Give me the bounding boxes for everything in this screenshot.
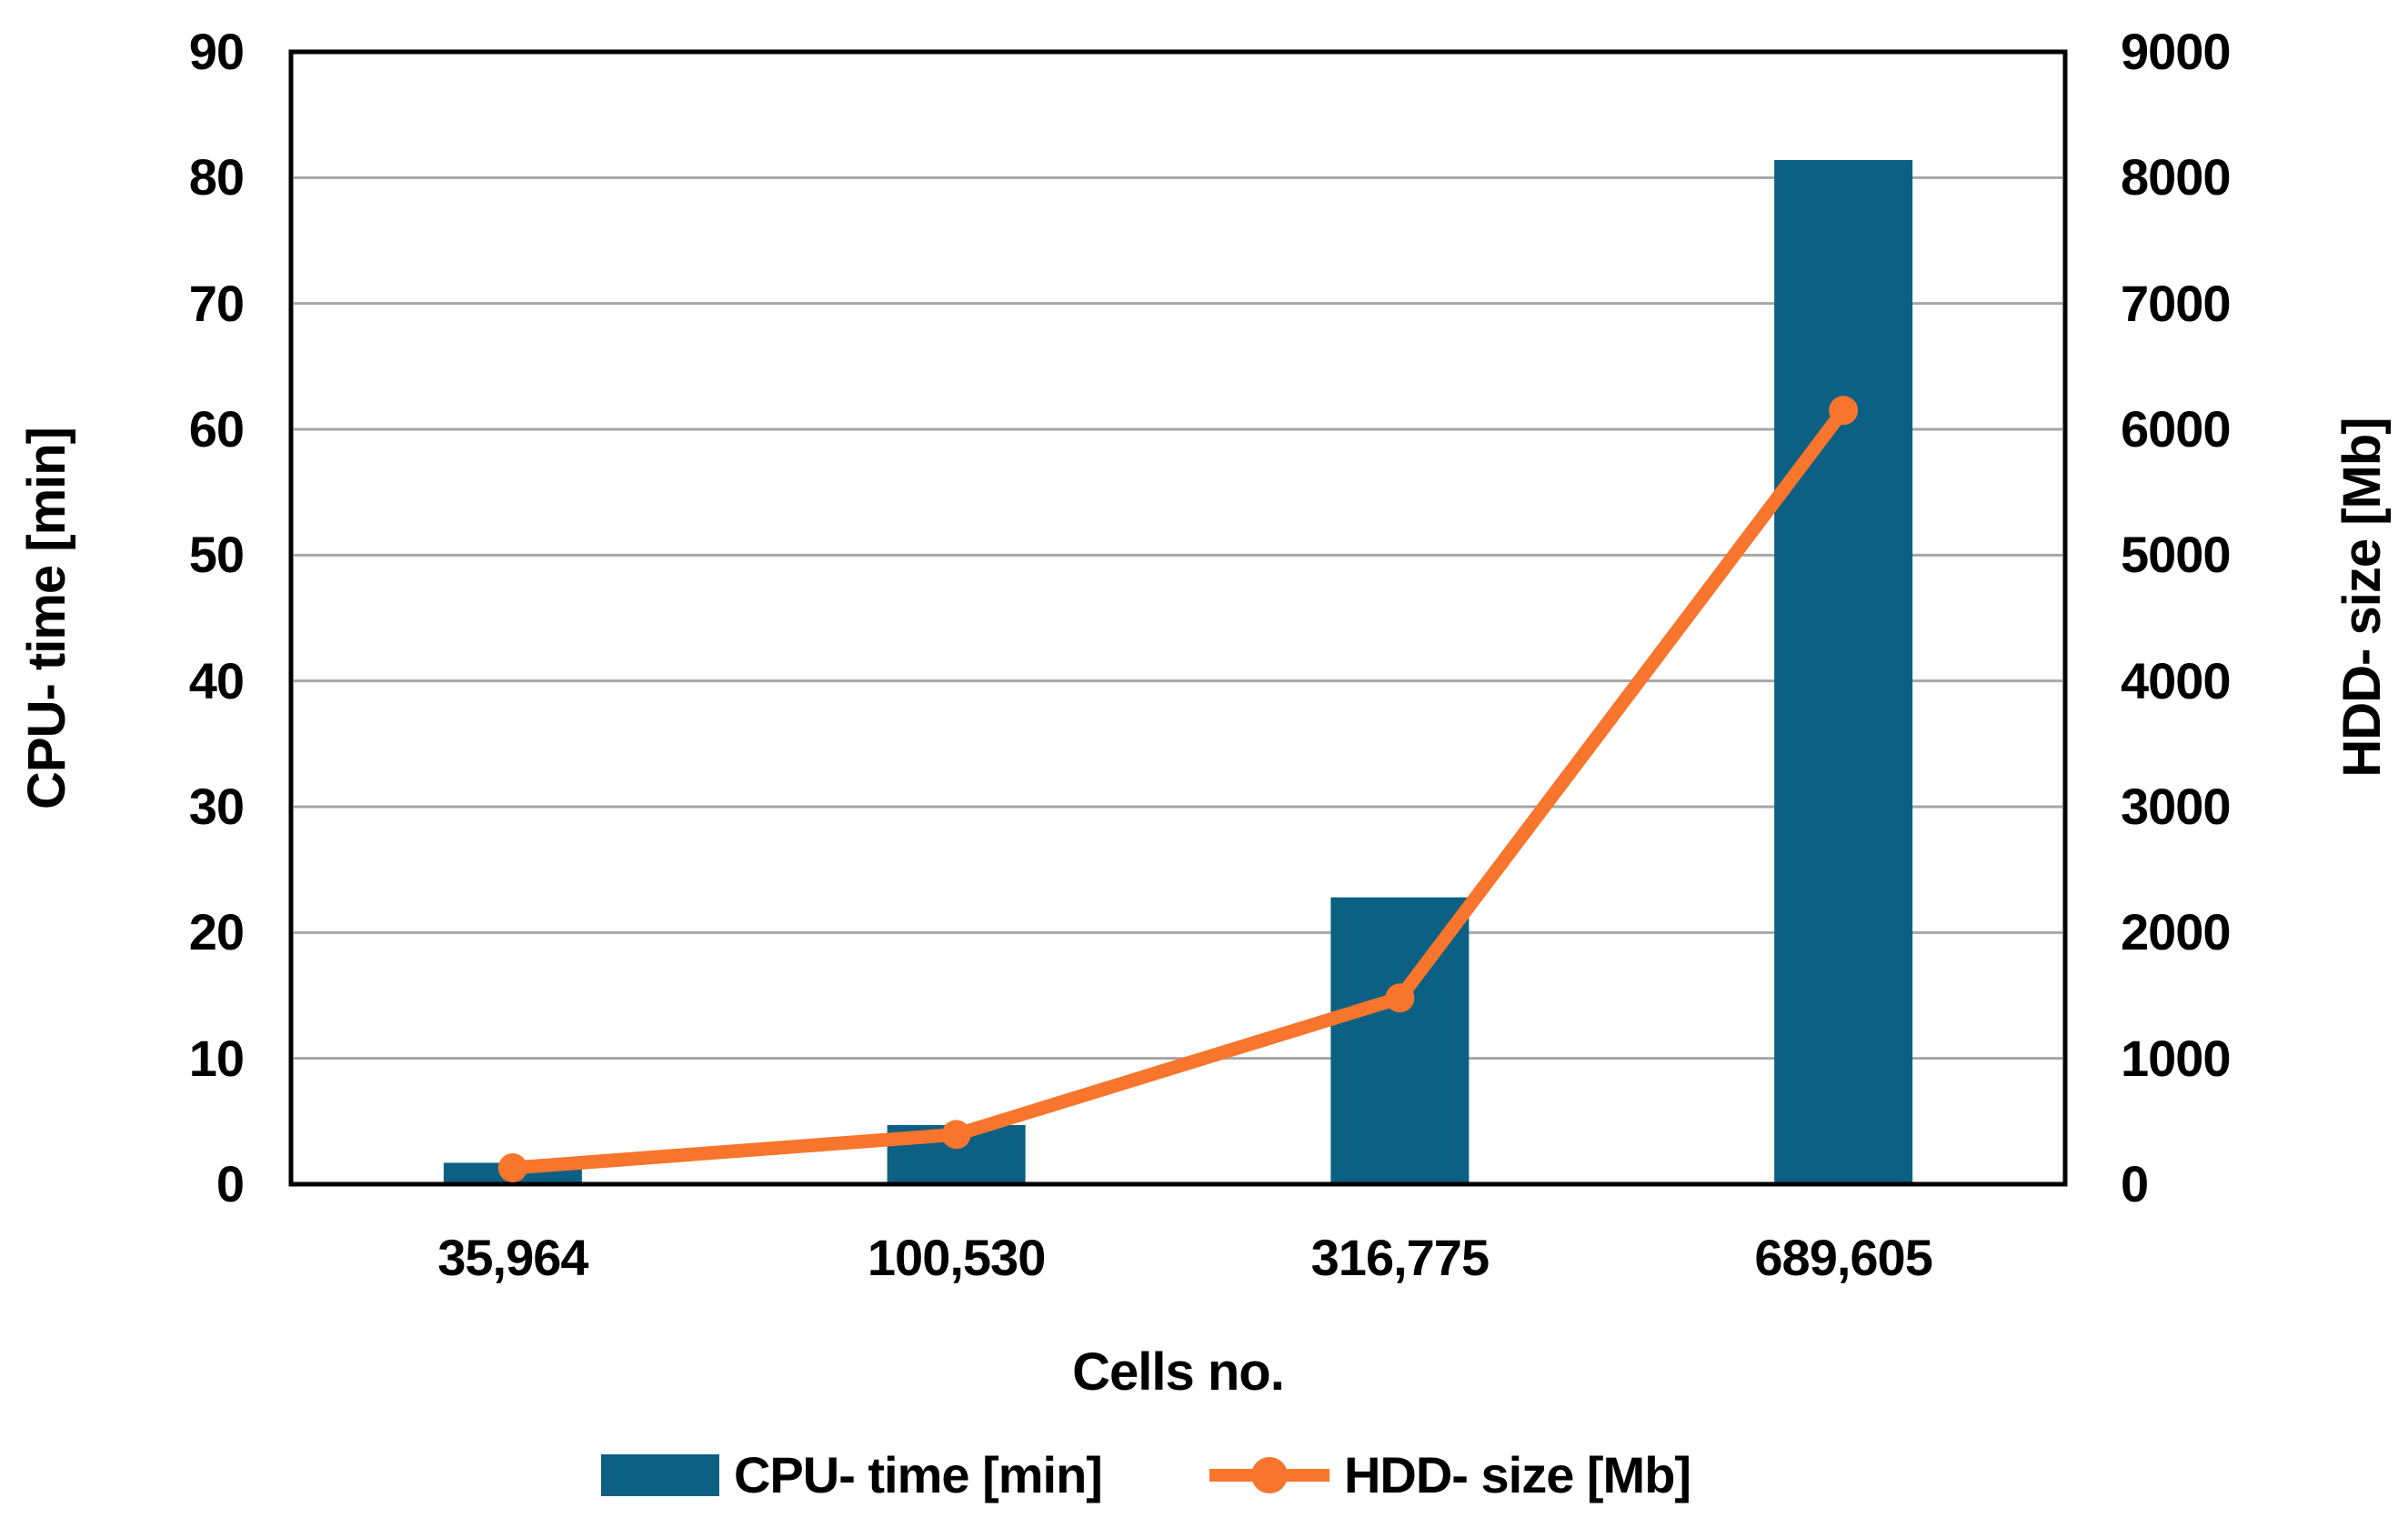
- left-axis-tick-label: 10: [188, 1029, 245, 1087]
- line-point-hdd-size: [1385, 983, 1415, 1013]
- left-axis-tick-label: 60: [188, 400, 245, 457]
- x-axis-category-label: 100,530: [867, 1229, 1046, 1286]
- plot-frame: [288, 49, 2068, 1187]
- left-axis-tick-label: 0: [216, 1155, 245, 1212]
- right-axis-tick-label: 5000: [2121, 526, 2232, 584]
- right-axis-tick-label: 7000: [2121, 274, 2232, 332]
- left-axis-tick-label: 80: [188, 148, 245, 206]
- x-axis-category-label: 35,964: [437, 1229, 588, 1286]
- right-axis-tick-label: 8000: [2121, 148, 2232, 206]
- line-marker-icon: [1209, 1457, 1329, 1493]
- left-axis-tick-label: 40: [188, 651, 245, 709]
- left-axis-tick-label: 30: [188, 778, 245, 835]
- right-axis-tick-label: 3000: [2121, 778, 2232, 835]
- left-axis-tick-label: 50: [188, 526, 245, 584]
- left-axis-tick-label: 70: [188, 274, 245, 332]
- right-axis-tick-label: 2000: [2121, 903, 2232, 961]
- right-axis-tick-label: 1000: [2121, 1029, 2232, 1087]
- x-axis-title: Cells no.: [1072, 1342, 1285, 1402]
- right-axis-title: HDD- size [Mb]: [2333, 417, 2392, 778]
- right-axis-tick-label: 4000: [2121, 651, 2232, 709]
- line-dot-icon: [1250, 1457, 1288, 1493]
- right-axis-tick-label: 9000: [2121, 23, 2232, 80]
- left-axis-tick-label: 90: [188, 23, 245, 80]
- x-axis-category-label: 689,605: [1754, 1229, 1932, 1286]
- line-point-hdd-size: [497, 1153, 527, 1183]
- line-point-hdd-size: [941, 1120, 971, 1150]
- left-axis-title: CPU- time [min]: [17, 427, 76, 809]
- bar-cpu-time: [1774, 159, 1913, 1184]
- left-axis-tick-label: 20: [188, 903, 245, 961]
- legend-entry-hdd-size: HDD- size [Mb]: [1209, 1445, 1691, 1505]
- x-axis-category-label: 316,775: [1310, 1229, 1490, 1286]
- right-axis-tick-label: 6000: [2121, 400, 2232, 457]
- legend-label-cpu-time: CPU- time [min]: [733, 1446, 1103, 1503]
- right-axis-tick-label: 0: [2121, 1155, 2149, 1212]
- legend-entry-cpu-time: CPU- time [min]: [600, 1445, 1103, 1505]
- legend-label-hdd-size: HDD- size [Mb]: [1343, 1446, 1691, 1503]
- line-point-hdd-size: [1829, 396, 1859, 426]
- line-hdd-size: [506, 403, 1851, 1175]
- legend: CPU- time [min] HDD- size [Mb]: [0, 1445, 2292, 1505]
- bar-swatch-icon: [600, 1454, 719, 1496]
